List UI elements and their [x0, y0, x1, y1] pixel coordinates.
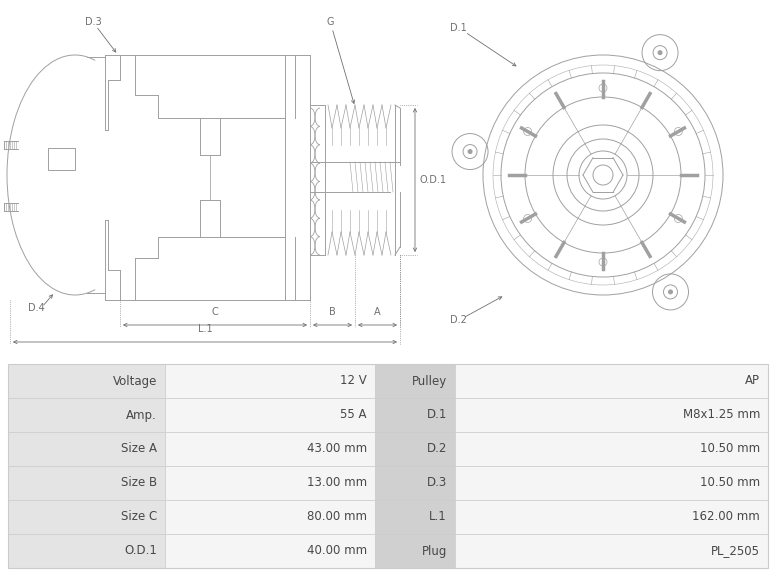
- Text: C: C: [212, 307, 218, 317]
- Text: D.4: D.4: [28, 303, 45, 313]
- Bar: [8, 534, 165, 568]
- Text: 162.00 mm: 162.00 mm: [692, 510, 760, 523]
- Circle shape: [668, 290, 673, 294]
- Bar: [48, 148, 75, 170]
- Text: M8x1.25 mm: M8x1.25 mm: [683, 408, 760, 422]
- Text: D.3: D.3: [85, 17, 102, 27]
- Text: 55 A: 55 A: [341, 408, 367, 422]
- Bar: [375, 500, 455, 534]
- Bar: [455, 466, 768, 500]
- Text: 12 V: 12 V: [340, 375, 367, 387]
- Bar: [375, 364, 455, 398]
- Text: D.1: D.1: [427, 408, 447, 422]
- Text: PL_2505: PL_2505: [711, 545, 760, 558]
- Bar: [165, 432, 375, 466]
- Text: D.3: D.3: [427, 476, 447, 490]
- Text: O.D.1: O.D.1: [420, 175, 447, 185]
- Text: Voltage: Voltage: [113, 375, 157, 387]
- Text: L.1: L.1: [198, 324, 213, 334]
- Bar: [375, 398, 455, 432]
- Bar: [455, 534, 768, 568]
- Text: 13.00 mm: 13.00 mm: [307, 476, 367, 490]
- Bar: [375, 432, 455, 466]
- Bar: [455, 432, 768, 466]
- Text: Size A: Size A: [121, 443, 157, 455]
- Bar: [375, 534, 455, 568]
- Text: Amp.: Amp.: [126, 408, 157, 422]
- Bar: [455, 398, 768, 432]
- Text: Plug: Plug: [421, 545, 447, 558]
- Bar: [8, 364, 768, 568]
- Text: 40.00 mm: 40.00 mm: [307, 545, 367, 558]
- Text: Size C: Size C: [121, 510, 157, 523]
- Text: L.1: L.1: [429, 510, 447, 523]
- Circle shape: [468, 149, 472, 153]
- Text: AP: AP: [745, 375, 760, 387]
- Text: 43.00 mm: 43.00 mm: [307, 443, 367, 455]
- Circle shape: [658, 51, 662, 55]
- Text: 10.50 mm: 10.50 mm: [700, 443, 760, 455]
- Bar: [165, 364, 375, 398]
- Bar: [8, 466, 165, 500]
- Text: A: A: [374, 307, 381, 317]
- Bar: [8, 398, 165, 432]
- Bar: [165, 398, 375, 432]
- Bar: [165, 534, 375, 568]
- Text: 10.50 mm: 10.50 mm: [700, 476, 760, 490]
- Bar: [165, 500, 375, 534]
- Text: Size B: Size B: [121, 476, 157, 490]
- Bar: [375, 466, 455, 500]
- Text: D.2: D.2: [427, 443, 447, 455]
- Bar: [8, 500, 165, 534]
- Text: O.D.1: O.D.1: [124, 545, 157, 558]
- Bar: [455, 364, 768, 398]
- Text: G: G: [326, 17, 334, 27]
- Text: B: B: [329, 307, 336, 317]
- Text: Pulley: Pulley: [412, 375, 447, 387]
- Bar: [455, 500, 768, 534]
- Bar: [165, 466, 375, 500]
- Text: 80.00 mm: 80.00 mm: [307, 510, 367, 523]
- Bar: [8, 432, 165, 466]
- Text: D.2: D.2: [450, 315, 467, 325]
- Bar: [8, 364, 165, 398]
- Text: D.1: D.1: [450, 23, 466, 33]
